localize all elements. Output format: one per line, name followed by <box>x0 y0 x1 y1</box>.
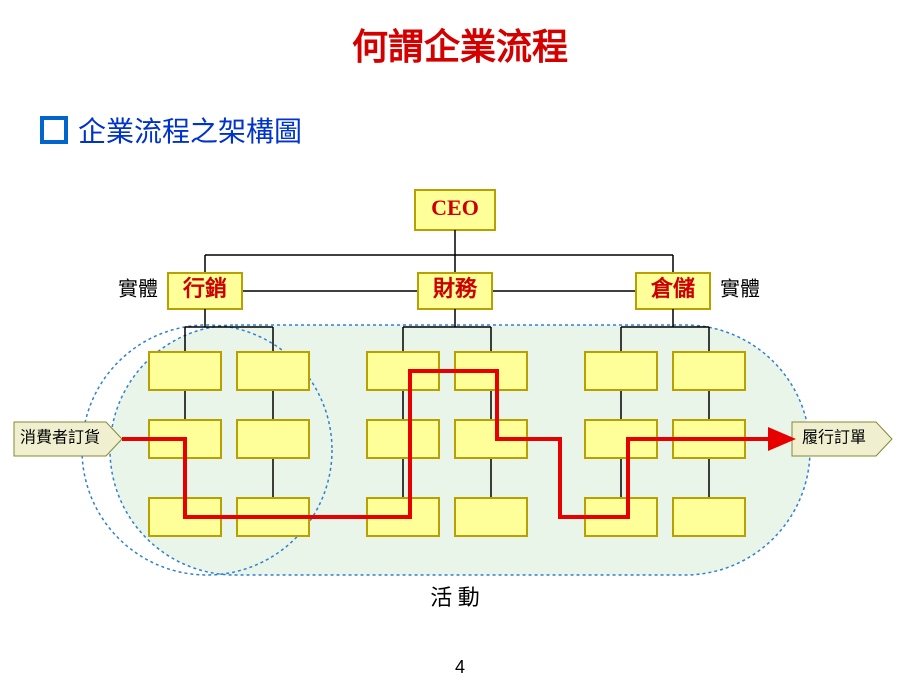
slide-title: 何謂企業流程 <box>0 0 920 70</box>
process-diagram: CEO 行銷 實體 財務 倉儲 實體消費者訂貨 履行訂單活 動 <box>0 170 920 630</box>
svg-text:履行訂單: 履行訂單 <box>802 429 866 447</box>
svg-text:實體: 實體 <box>720 278 760 301</box>
svg-text:CEO: CEO <box>431 195 479 220</box>
svg-text:財務: 財務 <box>433 276 478 301</box>
bullet-icon <box>40 116 68 144</box>
svg-text:實體: 實體 <box>118 278 158 301</box>
svg-text:活 動: 活 動 <box>430 585 480 610</box>
subtitle-row: 企業流程之架構圖 <box>40 110 302 150</box>
svg-text:行銷: 行銷 <box>182 276 227 301</box>
svg-text:倉儲: 倉儲 <box>650 276 695 301</box>
subtitle-text: 企業流程之架構圖 <box>78 110 302 150</box>
svg-text:消費者訂貨: 消費者訂貨 <box>20 429 100 447</box>
page-number: 4 <box>0 657 920 678</box>
